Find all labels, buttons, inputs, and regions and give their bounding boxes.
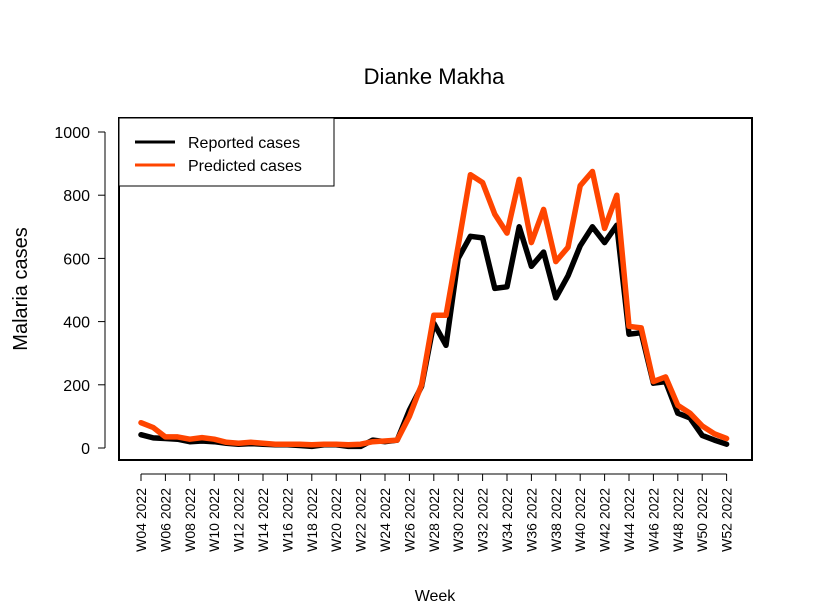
- x-tick-label: W06 2022: [157, 488, 173, 552]
- plot-frame: [118, 117, 753, 461]
- y-axis-label: Malaria cases: [10, 227, 32, 350]
- series-line-predicted: [138, 168, 730, 448]
- series-layer: [138, 168, 730, 450]
- x-tick-label: W46 2022: [645, 488, 661, 552]
- x-axis: W04 2022 W06 2022 W08 2022 W10 2022 W12 2022…: [133, 473, 735, 552]
- x-tick-label: W26 2022: [401, 488, 417, 552]
- x-tick-label: W24 2022: [377, 488, 393, 552]
- x-tick-label: W42 2022: [597, 488, 613, 552]
- legend-label-reported: Reported cases: [188, 135, 300, 152]
- y-axis: 0 200 400 600 800 1000: [54, 125, 106, 458]
- x-tick-label: W20 2022: [328, 488, 344, 552]
- legend-label-predicted: Predicted cases: [188, 158, 302, 175]
- y-tick-label: 1000: [54, 125, 90, 142]
- legend-box: [118, 117, 335, 187]
- y-tick-label: 400: [63, 315, 90, 332]
- x-tick-label: W38 2022: [548, 488, 564, 552]
- x-tick-label: W10 2022: [206, 488, 222, 552]
- x-tick-label: W36 2022: [523, 488, 539, 552]
- x-tick-label: W48 2022: [670, 488, 686, 552]
- x-tick-label: W08 2022: [182, 488, 198, 552]
- y-tick-label: 0: [81, 441, 90, 458]
- x-tick-label: W18 2022: [304, 488, 320, 552]
- series-line-reported: [138, 222, 730, 450]
- x-tick-label: W32 2022: [475, 488, 491, 552]
- y-tick-label: 200: [63, 378, 90, 395]
- x-tick-label: W16 2022: [279, 488, 295, 552]
- x-tick-label: W14 2022: [255, 488, 271, 552]
- x-tick-label: W12 2022: [231, 488, 247, 552]
- x-tick-label: W22 2022: [353, 488, 369, 552]
- x-tick-label: W34 2022: [499, 488, 515, 552]
- y-tick-label: 800: [63, 188, 90, 205]
- x-tick-label: W28 2022: [426, 488, 442, 552]
- chart-title: Dianke Makha: [364, 64, 505, 89]
- x-axis-label: Week: [415, 588, 457, 605]
- x-tick-label: W52 2022: [719, 488, 735, 552]
- legend: Reported cases Predicted cases: [118, 117, 335, 187]
- x-tick-label: W44 2022: [621, 488, 637, 552]
- x-tick-label: W50 2022: [694, 488, 710, 552]
- x-tick-label: W04 2022: [133, 488, 149, 552]
- y-tick-label: 600: [63, 251, 90, 268]
- x-tick-label: W40 2022: [572, 488, 588, 552]
- x-tick-label: W30 2022: [450, 488, 466, 552]
